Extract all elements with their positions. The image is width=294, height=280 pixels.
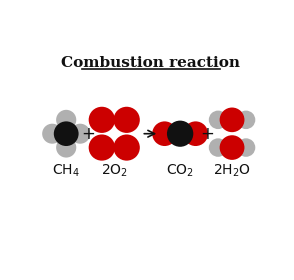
Circle shape <box>220 135 244 160</box>
Text: Combustion reaction: Combustion reaction <box>61 56 240 70</box>
Text: +: + <box>82 125 96 143</box>
Circle shape <box>89 134 115 161</box>
Circle shape <box>209 111 227 129</box>
Text: CH$_4$: CH$_4$ <box>52 163 80 179</box>
Text: 2O$_2$: 2O$_2$ <box>101 163 128 179</box>
Circle shape <box>56 110 76 130</box>
Text: CO$_2$: CO$_2$ <box>166 163 194 179</box>
Circle shape <box>237 111 255 129</box>
Circle shape <box>89 107 115 133</box>
Circle shape <box>56 137 76 158</box>
Circle shape <box>167 121 193 147</box>
Circle shape <box>237 138 255 157</box>
Circle shape <box>113 107 140 133</box>
Text: +: + <box>200 125 214 143</box>
Text: 2H$_2$O: 2H$_2$O <box>213 163 251 179</box>
Circle shape <box>220 108 244 132</box>
Circle shape <box>70 124 90 144</box>
Circle shape <box>209 138 227 157</box>
Circle shape <box>54 122 78 146</box>
Circle shape <box>113 134 140 161</box>
Circle shape <box>183 122 208 146</box>
Circle shape <box>42 124 62 144</box>
Circle shape <box>152 122 177 146</box>
